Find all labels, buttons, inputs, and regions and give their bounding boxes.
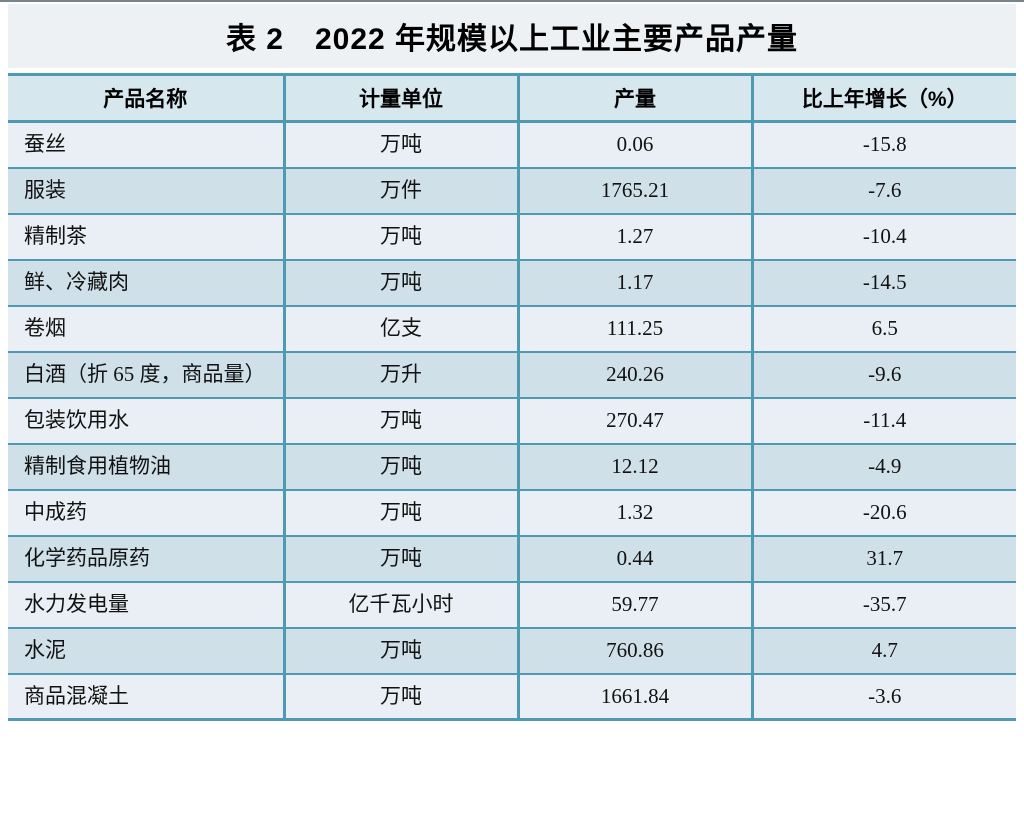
cell-unit: 万吨 (282, 488, 518, 536)
cell-output: 1765.21 (516, 166, 752, 214)
cell-product-name: 水泥 (8, 626, 284, 674)
cell-growth: 4.7 (750, 626, 1016, 674)
industrial-products-table: 产品名称 计量单位 产量 比上年增长（%） 蚕丝 万吨 0.06 -15.8 服… (8, 73, 1016, 721)
cell-growth: -14.5 (750, 258, 1016, 306)
cell-growth: 31.7 (750, 534, 1016, 582)
cell-growth: -11.4 (750, 396, 1016, 444)
cell-output: 760.86 (516, 626, 752, 674)
table-row: 蚕丝 万吨 0.06 -15.8 (8, 120, 1016, 168)
document-page: 表 2 2022 年规模以上工业主要产品产量 产品名称 计量单位 产量 比上年增… (0, 0, 1024, 721)
table-row: 精制食用植物油 万吨 12.12 -4.9 (8, 442, 1016, 490)
cell-unit: 万吨 (282, 396, 518, 444)
cell-output: 1.27 (516, 212, 752, 260)
col-header-product-name: 产品名称 (8, 74, 284, 122)
table-row: 白酒（折 65 度，商品量） 万升 240.26 -9.6 (8, 350, 1016, 398)
cell-unit: 万吨 (282, 442, 518, 490)
table-row: 水泥 万吨 760.86 4.7 (8, 626, 1016, 674)
cell-product-name: 卷烟 (8, 304, 284, 352)
cell-growth: -3.6 (750, 672, 1016, 720)
col-header-growth: 比上年增长（%） (750, 74, 1016, 122)
cell-unit: 万吨 (282, 258, 518, 306)
table-title: 表 2 2022 年规模以上工业主要产品产量 (225, 23, 799, 56)
cell-growth: -7.6 (750, 166, 1016, 214)
cell-output: 270.47 (516, 396, 752, 444)
cell-product-name: 化学药品原药 (8, 534, 284, 582)
cell-growth: 6.5 (750, 304, 1016, 352)
table-row: 水力发电量 亿千瓦小时 59.77 -35.7 (8, 580, 1016, 628)
cell-growth: -10.4 (750, 212, 1016, 260)
cell-output: 240.26 (516, 350, 752, 398)
cell-growth: -9.6 (750, 350, 1016, 398)
cell-product-name: 蚕丝 (8, 120, 284, 168)
cell-unit: 万升 (282, 350, 518, 398)
cell-output: 1.17 (516, 258, 752, 306)
cell-output: 12.12 (516, 442, 752, 490)
table-row: 中成药 万吨 1.32 -20.6 (8, 488, 1016, 536)
col-header-unit: 计量单位 (282, 74, 518, 122)
cell-output: 1661.84 (516, 672, 752, 720)
cell-unit: 万吨 (282, 672, 518, 720)
cell-output: 59.77 (516, 580, 752, 628)
col-header-output: 产量 (516, 74, 752, 122)
table-row: 化学药品原药 万吨 0.44 31.7 (8, 534, 1016, 582)
cell-output: 1.32 (516, 488, 752, 536)
cell-unit: 万吨 (282, 120, 518, 168)
cell-product-name: 中成药 (8, 488, 284, 536)
table-row: 精制茶 万吨 1.27 -10.4 (8, 212, 1016, 260)
cell-product-name: 服装 (8, 166, 284, 214)
cell-unit: 万吨 (282, 212, 518, 260)
cell-unit: 万件 (282, 166, 518, 214)
cell-product-name: 精制茶 (8, 212, 284, 260)
cell-growth: -35.7 (750, 580, 1016, 628)
cell-growth: -15.8 (750, 120, 1016, 168)
cell-unit: 亿支 (282, 304, 518, 352)
title-band: 表 2 2022 年规模以上工业主要产品产量 (8, 4, 1016, 68)
table-row: 卷烟 亿支 111.25 6.5 (8, 304, 1016, 352)
table-row: 服装 万件 1765.21 -7.6 (8, 166, 1016, 214)
header-row: 产品名称 计量单位 产量 比上年增长（%） (8, 74, 1016, 122)
cell-output: 111.25 (516, 304, 752, 352)
cell-output: 0.06 (516, 120, 752, 168)
cell-output: 0.44 (516, 534, 752, 582)
cell-unit: 万吨 (282, 534, 518, 582)
cell-product-name: 鲜、冷藏肉 (8, 258, 284, 306)
table-row: 鲜、冷藏肉 万吨 1.17 -14.5 (8, 258, 1016, 306)
cell-product-name: 包装饮用水 (8, 396, 284, 444)
cell-product-name: 白酒（折 65 度，商品量） (8, 350, 284, 398)
top-rule-divider (0, 0, 1024, 2)
table-row: 包装饮用水 万吨 270.47 -11.4 (8, 396, 1016, 444)
cell-product-name: 商品混凝土 (8, 672, 284, 720)
cell-growth: -4.9 (750, 442, 1016, 490)
cell-unit: 万吨 (282, 626, 518, 674)
cell-product-name: 精制食用植物油 (8, 442, 284, 490)
table-row: 商品混凝土 万吨 1661.84 -3.6 (8, 672, 1016, 720)
cell-growth: -20.6 (750, 488, 1016, 536)
cell-unit: 亿千瓦小时 (282, 580, 518, 628)
cell-product-name: 水力发电量 (8, 580, 284, 628)
